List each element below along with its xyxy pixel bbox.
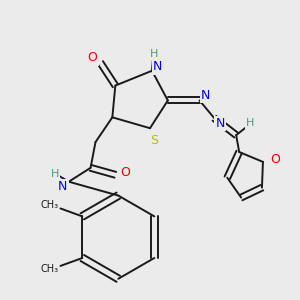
Text: CH₃: CH₃	[40, 200, 58, 211]
Text: H: H	[246, 118, 254, 128]
Text: O: O	[120, 166, 130, 179]
Text: H: H	[150, 49, 158, 59]
Text: N: N	[58, 180, 68, 193]
Text: CH₃: CH₃	[40, 264, 58, 274]
Text: O: O	[270, 153, 280, 167]
Text: H: H	[246, 118, 254, 128]
Text: N: N	[201, 89, 210, 102]
Text: S: S	[150, 134, 158, 147]
Text: N: N	[216, 117, 225, 130]
Text: O: O	[88, 51, 98, 64]
Text: H: H	[51, 169, 59, 179]
Text: N: N	[153, 60, 163, 73]
